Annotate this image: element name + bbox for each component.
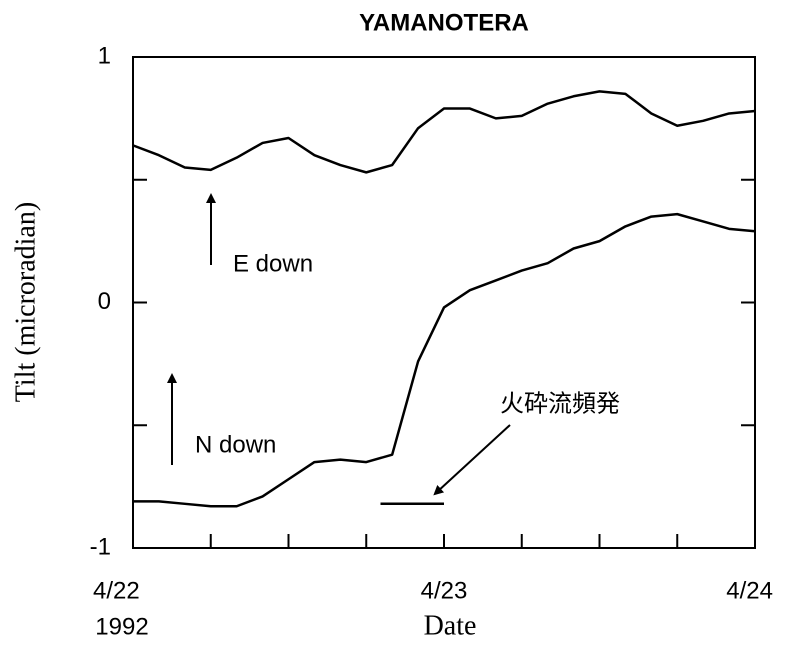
annotation: N down [195,431,276,458]
arrow [433,424,511,496]
year-label: 1992 [95,613,148,640]
x-tick-label: 4/24 [726,577,773,604]
y-tick-label: 1 [98,42,111,69]
plot-frame [132,56,756,549]
annotation: 火砕流頻発 [500,390,620,417]
annotation: E down [233,250,313,277]
x-tick-label: 4/22 [93,577,140,604]
x-axis-label: Date [424,610,477,641]
y-axis-label: Tilt (microradian) [10,202,41,402]
x-tick-label: 4/23 [421,577,468,604]
chart-title: YAMANOTERA [359,9,529,36]
y-tick-label: 0 [98,288,111,315]
line-series [132,90,756,174]
line-series [133,212,756,508]
y-tick-label: -1 [90,533,111,560]
